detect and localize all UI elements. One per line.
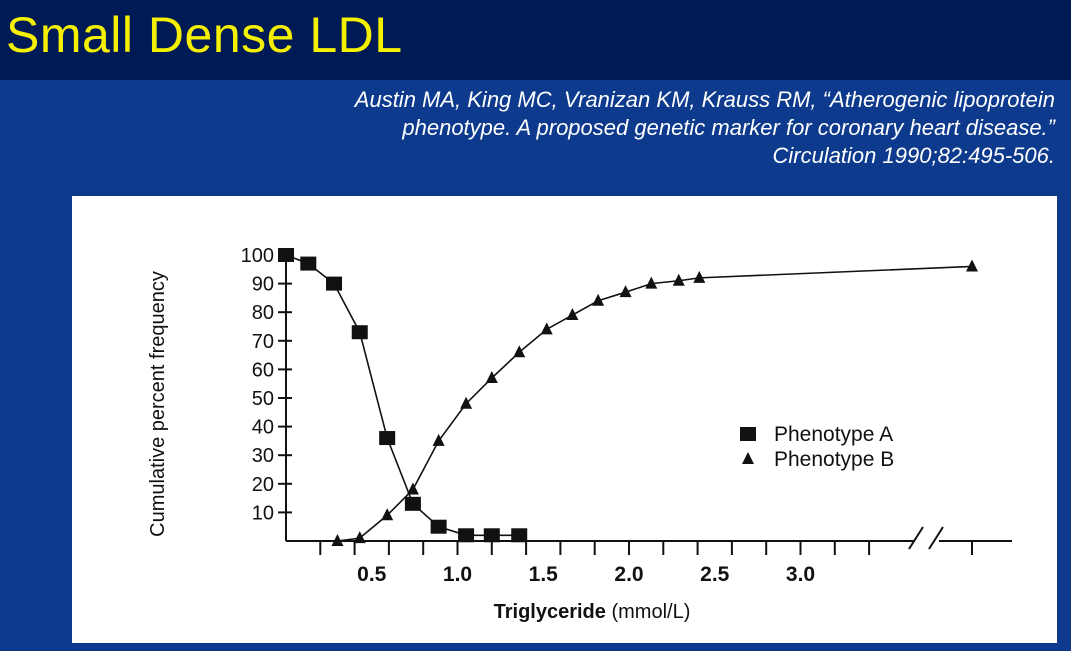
y-axis-label: Cumulative percent frequency	[147, 271, 169, 537]
y-tick-label: 100	[241, 245, 274, 267]
phenotype-b-point	[619, 285, 632, 298]
phenotype-b-point	[381, 508, 394, 521]
citation-line-2: phenotype. A proposed genetic marker for…	[402, 115, 1055, 140]
x-tick-label: 3.0	[786, 563, 815, 586]
phenotype-b-point	[331, 534, 344, 546]
axis-break-mark	[928, 526, 944, 550]
y-tick-label: 60	[252, 359, 274, 381]
y-tick-label: 10	[252, 502, 274, 524]
y-tick-label: 90	[252, 274, 274, 296]
legend-triangle-marker	[742, 452, 754, 464]
title-bar	[0, 0, 1071, 80]
phenotype-b-point	[406, 482, 419, 495]
phenotype-a-point	[326, 276, 343, 291]
chart-panel: Phenotype A Phenotype B 10 20 30 40 50 60 70 80 9…	[72, 196, 1057, 643]
y-tick-label: 80	[252, 302, 274, 324]
x-axis-label: Triglyceride (mmol/L)	[494, 601, 691, 623]
x-tick-label: 2.0	[614, 563, 643, 586]
phenotype-a-point	[511, 528, 528, 543]
phenotype-a-point	[458, 528, 475, 543]
x-tick-label: 2.5	[700, 563, 730, 586]
phenotype-a-point	[351, 325, 368, 340]
phenotype-b-point	[353, 531, 366, 544]
slide-title: Small Dense LDL	[6, 7, 403, 63]
phenotype-a-point	[300, 256, 317, 271]
phenotype-a-point	[404, 496, 421, 511]
phenotype-b-point	[432, 433, 445, 446]
phenotype-b-point	[566, 308, 579, 321]
phenotype-a-point	[278, 248, 294, 262]
phenotype-b-point	[540, 322, 553, 335]
phenotype-b-point	[460, 396, 473, 409]
y-tick-label: 20	[252, 474, 274, 496]
x-tick-label: 1.5	[529, 563, 559, 586]
y-tick-label: 40	[252, 417, 274, 439]
phenotype-b-point	[693, 270, 706, 283]
phenotype-b-point	[485, 370, 498, 383]
series-line-phenotype-b	[337, 265, 973, 542]
phenotype-a-point	[379, 431, 396, 446]
phenotype-b-point	[966, 259, 978, 272]
phenotype-a-point	[430, 519, 447, 534]
y-tick-label: 50	[252, 388, 274, 410]
y-tick-label: 30	[252, 445, 274, 467]
axis-break-mark	[908, 526, 924, 550]
citation-line-1: Austin MA, King MC, Vranizan KM, Krauss …	[354, 87, 1055, 112]
x-tick-label: 0.5	[357, 563, 387, 586]
legend-label: Phenotype B	[774, 448, 894, 471]
y-tick-label: 70	[252, 331, 274, 353]
legend-label: Phenotype A	[774, 423, 893, 446]
phenotype-b-point	[592, 293, 605, 306]
citation-line-3: Circulation 1990;82:495-506.	[772, 143, 1055, 168]
series-line-phenotype-a	[285, 254, 520, 537]
x-tick-label: 1.0	[443, 563, 472, 586]
phenotype-a-point	[483, 528, 500, 543]
phenotype-b-point	[645, 276, 658, 289]
citation: Austin MA, King MC, Vranizan KM, Krauss …	[355, 86, 1055, 170]
phenotype-b-point	[513, 345, 526, 358]
legend-square-marker	[740, 427, 756, 441]
phenotype-b-point	[672, 273, 685, 286]
